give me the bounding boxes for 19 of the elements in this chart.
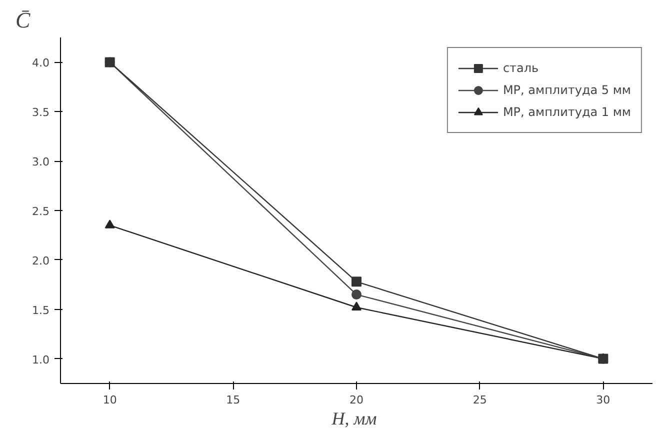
x-axis-title: H, мм xyxy=(330,408,378,428)
x-tick-label: 30 xyxy=(596,394,610,406)
y-tick-label: 1.5 xyxy=(32,304,50,317)
x-tick-label: 15 xyxy=(226,394,240,406)
legend-label: сталь xyxy=(502,61,539,75)
y-axis-title: C̄ xyxy=(16,8,30,32)
y-tick-label: 4.0 xyxy=(32,56,50,70)
x-tick-label: 10 xyxy=(102,394,117,406)
point xyxy=(352,290,362,300)
x-tick-label: 20 xyxy=(350,394,364,406)
point xyxy=(352,276,362,287)
y-tick-label: 1.0 xyxy=(32,353,50,366)
legend-label: МР, амплитуда 5 мм xyxy=(502,83,631,97)
y-tick-label: 2.0 xyxy=(32,254,50,268)
y-tick-label: 3.0 xyxy=(32,156,50,169)
y-tick-label: 3.5 xyxy=(32,106,50,120)
legend-label: МР, амплитуда 1 мм xyxy=(502,105,631,119)
y-tick-label: 2.5 xyxy=(32,205,50,218)
x-tick-label: 25 xyxy=(472,394,487,406)
